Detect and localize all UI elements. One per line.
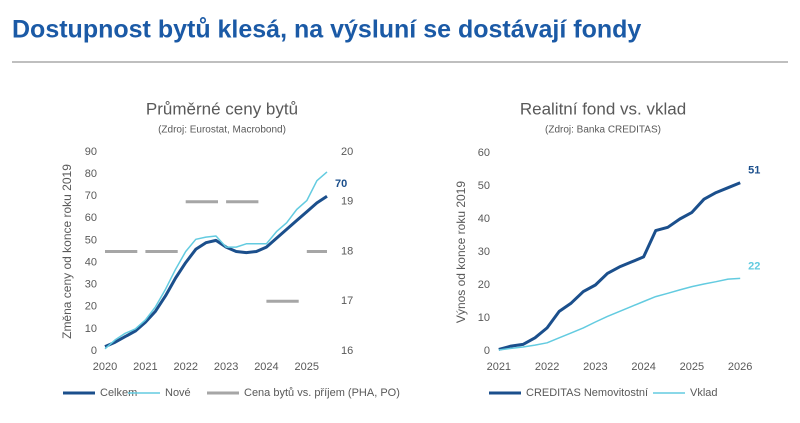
chart-title: Průměrné ceny bytů	[146, 99, 298, 118]
y-tick-label: 20	[85, 301, 97, 313]
series-line	[104, 171, 328, 350]
y-axis-label: Výnos od konce roku 2019	[454, 181, 468, 323]
x-tick-label: 2025	[680, 361, 704, 373]
x-tick-label: 2023	[583, 361, 607, 373]
legend-label: Vklad	[690, 387, 718, 399]
y-tick-label: 10	[478, 312, 490, 324]
legend-label: Cena bytů vs. příjem (PHA, PO)	[244, 387, 400, 399]
y-tick-label: 50	[85, 234, 97, 246]
y-tick-label: 40	[478, 213, 490, 225]
y2-tick-label: 17	[341, 295, 353, 307]
y2-tick-label: 19	[341, 196, 353, 208]
y-tick-label: 80	[85, 168, 97, 180]
chart-subtitle: (Zdroj: Banka CREDITAS)	[545, 125, 661, 136]
x-tick-label: 2021	[487, 361, 511, 373]
chart-subtitle: (Zdroj: Eurostat, Macrobond)	[158, 125, 286, 136]
series-line	[105, 200, 327, 303]
x-tick-label: 2024	[254, 361, 278, 373]
y2-tick-label: 18	[341, 245, 353, 257]
x-tick-label: 2021	[133, 361, 157, 373]
end-label: 22	[748, 260, 760, 272]
y-tick-label: 60	[478, 147, 490, 159]
x-tick-label: 2022	[535, 361, 559, 373]
slide-title: Dostupnost bytů klesá, na výsluní se dos…	[12, 16, 641, 44]
y-tick-label: 50	[478, 180, 490, 192]
series-line	[104, 194, 328, 348]
end-label: 70	[335, 178, 347, 190]
y-tick-label: 30	[85, 279, 97, 291]
y-tick-label: 60	[85, 212, 97, 224]
legend-label: Celkem	[100, 387, 137, 399]
y2-tick-label: 16	[341, 345, 353, 357]
legend-label: Nové	[165, 387, 191, 399]
x-tick-label: 2025	[295, 361, 319, 373]
y-tick-label: 10	[85, 323, 97, 335]
x-tick-label: 2020	[93, 361, 117, 373]
y-tick-label: 20	[478, 279, 490, 291]
chart-title: Realitní fond vs. vklad	[520, 99, 686, 118]
y-tick-label: 70	[85, 190, 97, 202]
series-line	[498, 277, 741, 351]
y-tick-label: 0	[484, 345, 490, 357]
y-axis-label: Změna ceny od konce roku 2019	[60, 164, 74, 339]
x-tick-label: 2024	[631, 361, 655, 373]
series-line	[498, 181, 741, 351]
x-tick-label: 2022	[173, 361, 197, 373]
y-tick-label: 40	[85, 256, 97, 268]
x-tick-label: 2023	[214, 361, 238, 373]
y-tick-label: 30	[478, 246, 490, 258]
legend-label: CREDITAS Nemovitostní	[526, 387, 648, 399]
y-tick-label: 90	[85, 146, 97, 158]
x-tick-label: 2026	[728, 361, 752, 373]
end-label: 51	[748, 165, 760, 177]
y-tick-label: 0	[91, 345, 97, 357]
y2-tick-label: 20	[341, 146, 353, 158]
